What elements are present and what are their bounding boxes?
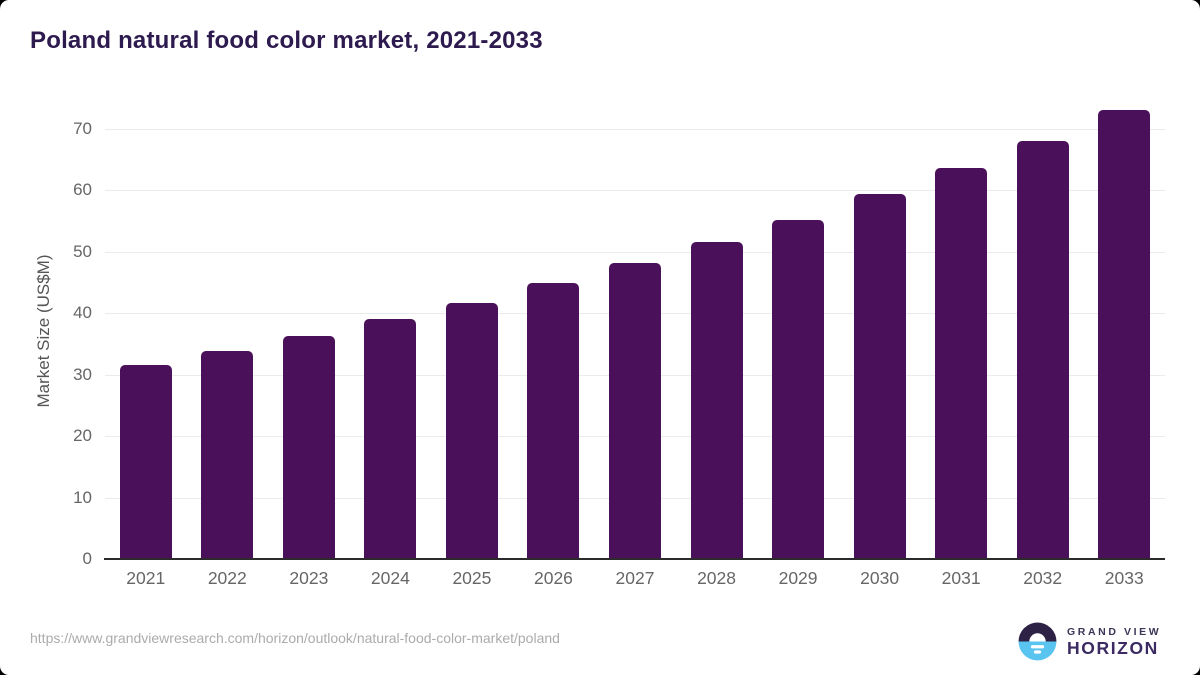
- chart-title: Poland natural food color market, 2021-2…: [30, 27, 543, 54]
- x-tick-2021: 2021: [126, 568, 166, 588]
- y-tick-20: 20: [73, 426, 92, 445]
- bar-2031[interactable]: [935, 168, 988, 559]
- x-axis-line: [104, 558, 1165, 560]
- gridline-70: [105, 128, 1165, 130]
- x-tick-2026: 2026: [533, 568, 573, 588]
- logo-text-horizon: HORIZON: [1067, 638, 1159, 658]
- x-tick-2031: 2031: [941, 568, 981, 588]
- y-tick-60: 60: [73, 180, 92, 199]
- y-tick-30: 30: [73, 364, 92, 384]
- bar-2027[interactable]: [609, 263, 661, 559]
- bar-2026[interactable]: [527, 283, 580, 559]
- bar-2030[interactable]: [853, 194, 906, 559]
- x-tick-2023: 2023: [289, 568, 329, 588]
- y-tick-10: 10: [73, 487, 92, 507]
- bar-2024[interactable]: [364, 319, 417, 559]
- x-tick-2033: 2033: [1104, 568, 1144, 588]
- bar-2022[interactable]: [201, 350, 254, 559]
- x-tick-2032: 2032: [1023, 568, 1063, 588]
- bar-2029[interactable]: [772, 219, 825, 559]
- gridline-60: [105, 190, 1165, 191]
- bar-2028[interactable]: [690, 242, 743, 559]
- x-tick-2022: 2022: [207, 568, 247, 588]
- y-tick-50: 50: [73, 241, 92, 261]
- bar-2032[interactable]: [1016, 140, 1069, 559]
- x-tick-2030: 2030: [860, 568, 900, 588]
- bar-2033[interactable]: [1098, 110, 1151, 559]
- bar-2023[interactable]: [282, 335, 335, 559]
- y-tick-0: 0: [82, 549, 92, 568]
- y-tick-70: 70: [73, 118, 92, 138]
- source-url: https://www.grandviewresearch.com/horizo…: [30, 630, 560, 646]
- y-axis-label: Market Size (US$M): [34, 254, 53, 408]
- horizon-sun-logo-icon: [1018, 622, 1057, 661]
- gridline-50: [105, 251, 1165, 253]
- x-tick-2025: 2025: [452, 568, 492, 588]
- logo-wordmark: GRAND VIEW HORIZON: [1067, 625, 1161, 658]
- x-tick-2029: 2029: [778, 568, 818, 588]
- x-tick-2028: 2028: [697, 568, 736, 588]
- bar-2021[interactable]: [119, 364, 172, 559]
- x-tick-2027: 2027: [615, 568, 655, 588]
- y-tick-40: 40: [73, 303, 92, 322]
- logo-text-grand-view: GRAND VIEW: [1067, 626, 1162, 638]
- grand-view-horizon-logo: GRAND VIEW HORIZON: [1017, 621, 1161, 662]
- bar-2025[interactable]: [445, 302, 498, 559]
- x-tick-2024: 2024: [370, 568, 410, 588]
